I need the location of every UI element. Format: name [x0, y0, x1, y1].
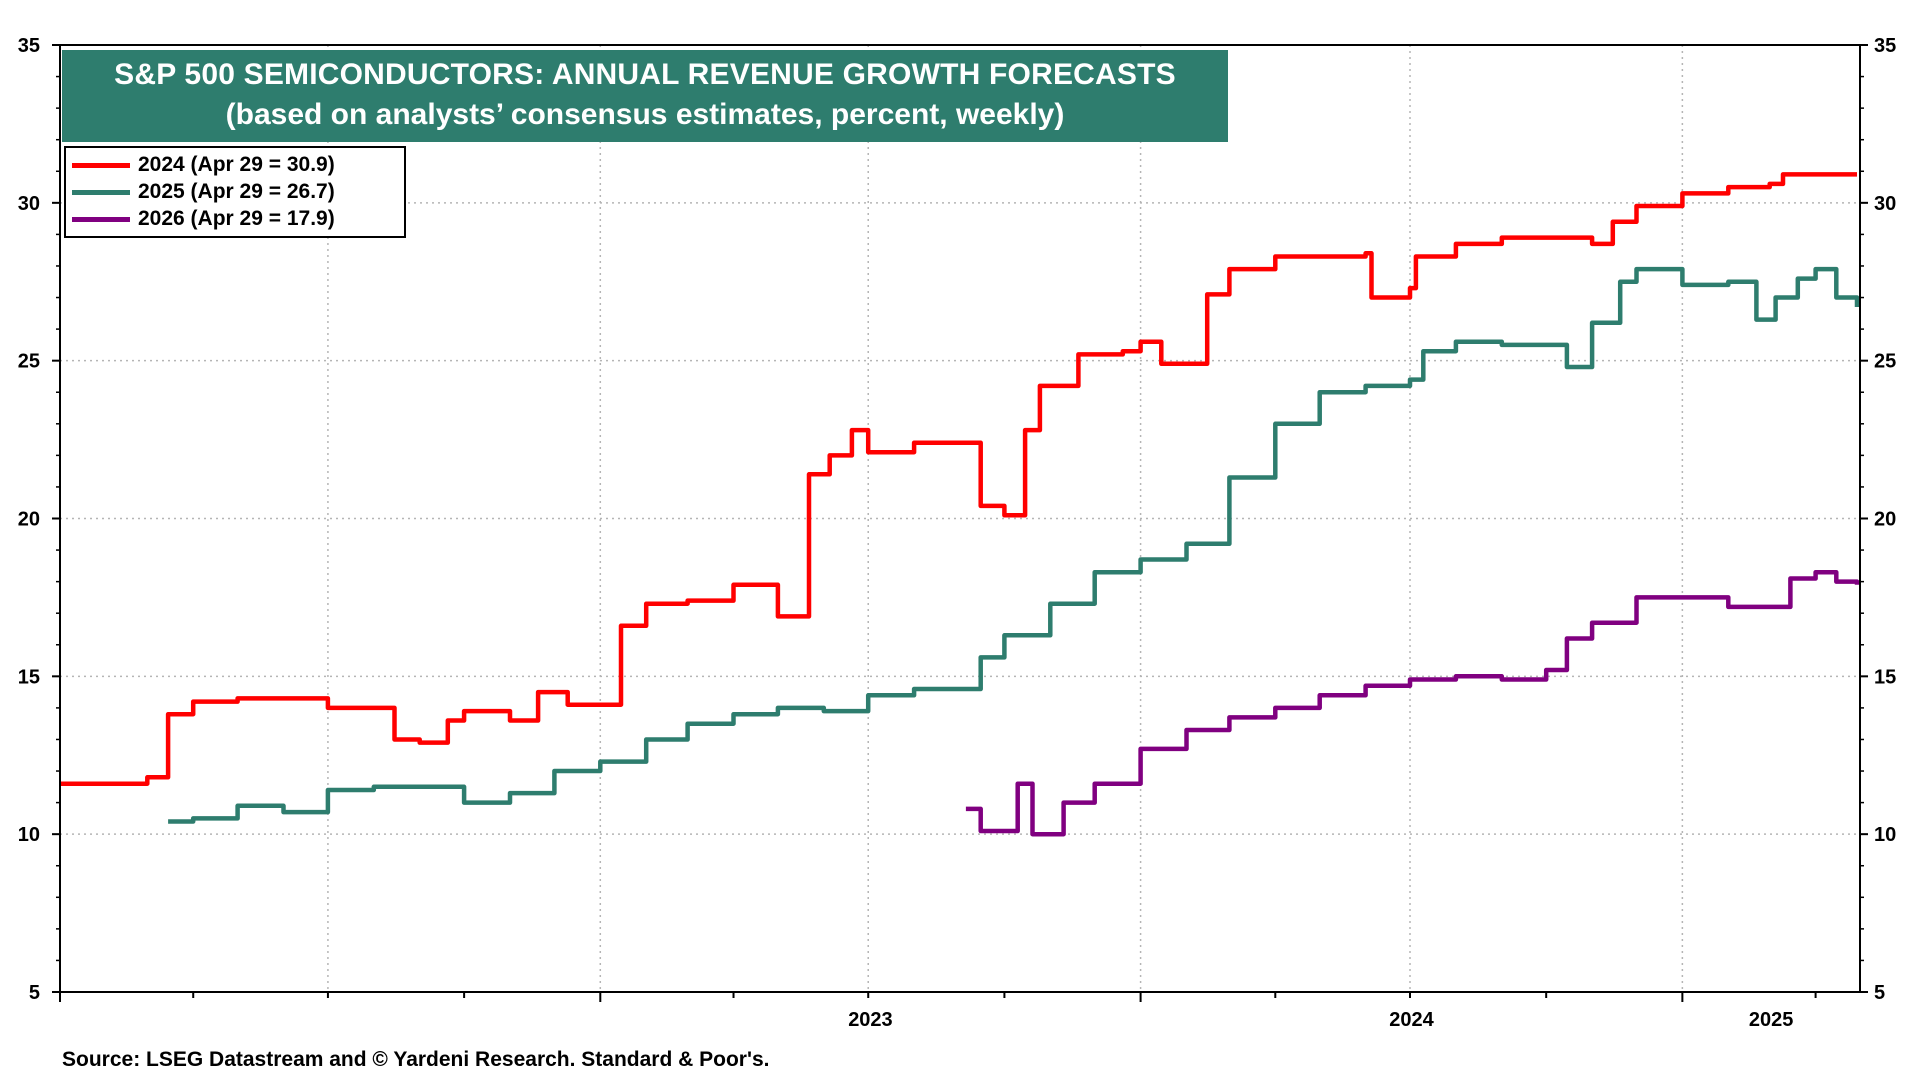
y-tick-label-right: 25 [1874, 351, 1896, 373]
y-tick-label-right: 5 [1874, 982, 1885, 1004]
x-tick-label: 2025 [1749, 1009, 1794, 1031]
legend-item-2024: 2024 (Apr 29 = 30.9) [72, 152, 335, 178]
series-line-2 [965, 569, 1860, 837]
x-tick-label: 2024 [1389, 1009, 1434, 1031]
chart-title: S&P 500 SEMICONDUCTORS: ANNUAL REVENUE G… [114, 58, 1176, 91]
source-note: Source: LSEG Datastream and © Yardeni Re… [62, 1048, 770, 1071]
series-line-1 [168, 266, 1860, 824]
y-tick-label-right: 35 [1874, 35, 1896, 57]
y-tick-label-right: 15 [1874, 666, 1896, 688]
legend-item-2026: 2026 (Apr 29 = 17.9) [72, 206, 335, 232]
y-tick-label-left: 5 [29, 982, 40, 1004]
chart-legend: 2024 (Apr 29 = 30.9) 2025 (Apr 29 = 26.7… [64, 146, 406, 238]
chart-subtitle: (based on analysts’ consensus estimates,… [225, 98, 1065, 131]
legend-swatch-2025 [72, 189, 130, 195]
y-tick-label-left: 15 [18, 666, 40, 688]
legend-label-2025: 2025 (Apr 29 = 26.7) [138, 180, 335, 203]
legend-swatch-2024 [72, 162, 130, 168]
chart-title-box: S&P 500 SEMICONDUCTORS: ANNUAL REVENUE G… [62, 50, 1228, 142]
y-tick-label-left: 20 [18, 509, 40, 531]
y-tick-label-left: 35 [18, 35, 40, 57]
legend-swatch-2026 [72, 216, 130, 222]
y-tick-label-right: 20 [1874, 509, 1896, 531]
y-tick-label-right: 10 [1874, 824, 1896, 846]
legend-label-2024: 2024 (Apr 29 = 30.9) [138, 153, 335, 176]
series-line-0 [60, 172, 1857, 786]
y-tick-label-right: 30 [1874, 193, 1896, 215]
y-tick-label-left: 10 [18, 824, 40, 846]
y-tick-label-left: 25 [18, 351, 40, 373]
y-tick-label-left: 30 [18, 193, 40, 215]
series-lines [60, 172, 1860, 837]
x-tick-label: 2023 [848, 1009, 893, 1031]
legend-label-2026: 2026 (Apr 29 = 17.9) [138, 207, 335, 230]
legend-item-2025: 2025 (Apr 29 = 26.7) [72, 179, 335, 205]
